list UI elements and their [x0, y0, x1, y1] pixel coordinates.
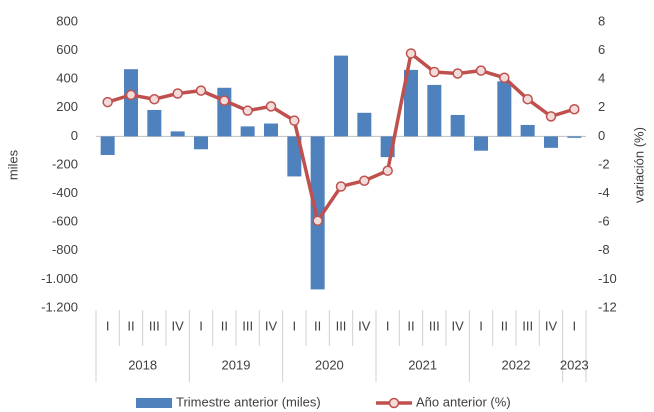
line-marker	[102, 96, 113, 108]
y2-tick-label: 2	[598, 99, 605, 114]
x-tick-label: IV	[172, 318, 185, 333]
x-tick-label: I	[573, 318, 577, 333]
bar	[567, 136, 582, 138]
line-marker	[569, 103, 580, 115]
y2-axis-label: variación (%)	[631, 127, 646, 203]
line-marker	[382, 165, 393, 176]
x-tick-label: I	[106, 318, 110, 333]
line-marker	[172, 88, 183, 99]
y-tick-label: 200	[56, 99, 78, 114]
bar	[450, 114, 465, 137]
legend-label: Trimestre anterior (miles)	[176, 394, 321, 409]
line-marker	[429, 66, 440, 78]
line-marker	[265, 101, 277, 112]
y2-tick-label: 8	[598, 13, 605, 28]
y-tick-label: 600	[56, 42, 78, 57]
legend-swatch	[388, 397, 400, 409]
y2-tick-label: 4	[598, 71, 605, 86]
line-marker	[312, 215, 323, 227]
y-tick-label: 800	[56, 13, 78, 28]
bar	[194, 136, 208, 150]
x-tick-label: III	[149, 318, 160, 333]
x-tick-label: III	[242, 318, 253, 333]
y-tick-label: -600	[52, 214, 78, 229]
y2-tick-label: -6	[598, 214, 610, 229]
bar	[147, 109, 162, 137]
y-tick-label: -1.200	[41, 299, 78, 314]
bar	[497, 81, 512, 137]
line-marker	[219, 95, 230, 106]
line-marker	[359, 175, 370, 186]
line-marker	[545, 111, 557, 122]
bar	[520, 124, 535, 137]
x-group-label: 2020	[315, 357, 344, 372]
y2-tick-label: -12	[598, 299, 617, 314]
bar	[310, 136, 325, 290]
bar	[357, 112, 372, 137]
x-tick-label: I	[386, 318, 390, 333]
x-group-label: 2022	[502, 357, 531, 372]
line-marker	[125, 89, 137, 101]
line-marker	[522, 93, 533, 105]
bar	[170, 131, 185, 137]
x-group-label: 2018	[128, 357, 157, 372]
y2-tick-label: 6	[598, 42, 605, 57]
y-tick-label: 400	[56, 71, 78, 86]
line-marker	[452, 68, 463, 79]
x-tick-label: IV	[452, 318, 465, 333]
y2-tick-label: -2	[598, 156, 610, 171]
y-tick-label: -200	[52, 156, 78, 171]
x-tick-label: III	[522, 318, 533, 333]
line-marker	[149, 93, 160, 105]
x-group-label: 2021	[408, 357, 437, 372]
y-tick-label: -800	[52, 242, 78, 257]
line-marker	[242, 105, 253, 116]
bar	[124, 69, 138, 137]
bar	[334, 55, 348, 137]
x-tick-label: I	[479, 318, 483, 333]
x-tick-label: I	[293, 318, 297, 333]
x-tick-label: II	[127, 318, 134, 333]
line-marker	[405, 48, 417, 59]
x-tick-label: I	[199, 318, 203, 333]
x-tick-label: IV	[265, 318, 278, 333]
bar	[427, 84, 442, 137]
x-tick-label: IV	[358, 318, 371, 333]
x-tick-label: II	[407, 318, 414, 333]
bar	[264, 123, 278, 137]
bar	[544, 136, 558, 148]
y-tick-label: 0	[71, 128, 78, 143]
y2-tick-label: 0	[598, 128, 605, 143]
y-tick-label: -400	[52, 185, 78, 200]
line-marker	[335, 181, 347, 192]
x-tick-label: II	[221, 318, 228, 333]
x-group-label: 2023	[560, 357, 589, 372]
x-tick-label: II	[501, 318, 508, 333]
bar	[217, 87, 232, 137]
bar	[100, 136, 115, 155]
x-tick-label: IV	[545, 318, 558, 333]
y2-tick-label: -10	[598, 271, 617, 286]
legend-label: Año anterior (%)	[416, 394, 511, 409]
x-tick-label: III	[336, 318, 347, 333]
x-group-label: 2019	[222, 357, 251, 372]
x-tick-label: II	[314, 318, 321, 333]
y2-tick-label: -4	[598, 185, 610, 200]
bar	[287, 136, 302, 177]
legend-swatch	[136, 398, 172, 408]
x-tick-label: III	[429, 318, 440, 333]
bar	[240, 126, 255, 137]
line-marker	[289, 115, 300, 126]
line-marker	[195, 85, 207, 96]
line-marker	[499, 72, 510, 84]
y-tick-label: -1.000	[41, 271, 78, 286]
y2-tick-label: -8	[598, 242, 610, 257]
bar	[404, 69, 418, 137]
line-marker	[475, 65, 487, 76]
bar	[474, 136, 488, 151]
y-axis-label: miles	[5, 149, 20, 180]
